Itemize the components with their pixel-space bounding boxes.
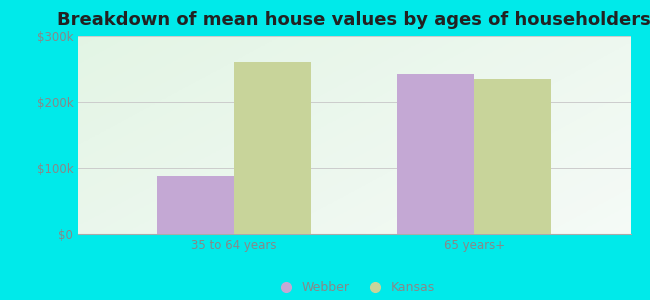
Bar — [157, 176, 234, 234]
Bar — [234, 62, 311, 234]
Bar — [474, 79, 551, 234]
Title: Breakdown of mean house values by ages of householders: Breakdown of mean house values by ages o… — [57, 11, 650, 29]
Bar — [398, 74, 474, 234]
Legend: Webber, Kansas: Webber, Kansas — [268, 276, 441, 299]
